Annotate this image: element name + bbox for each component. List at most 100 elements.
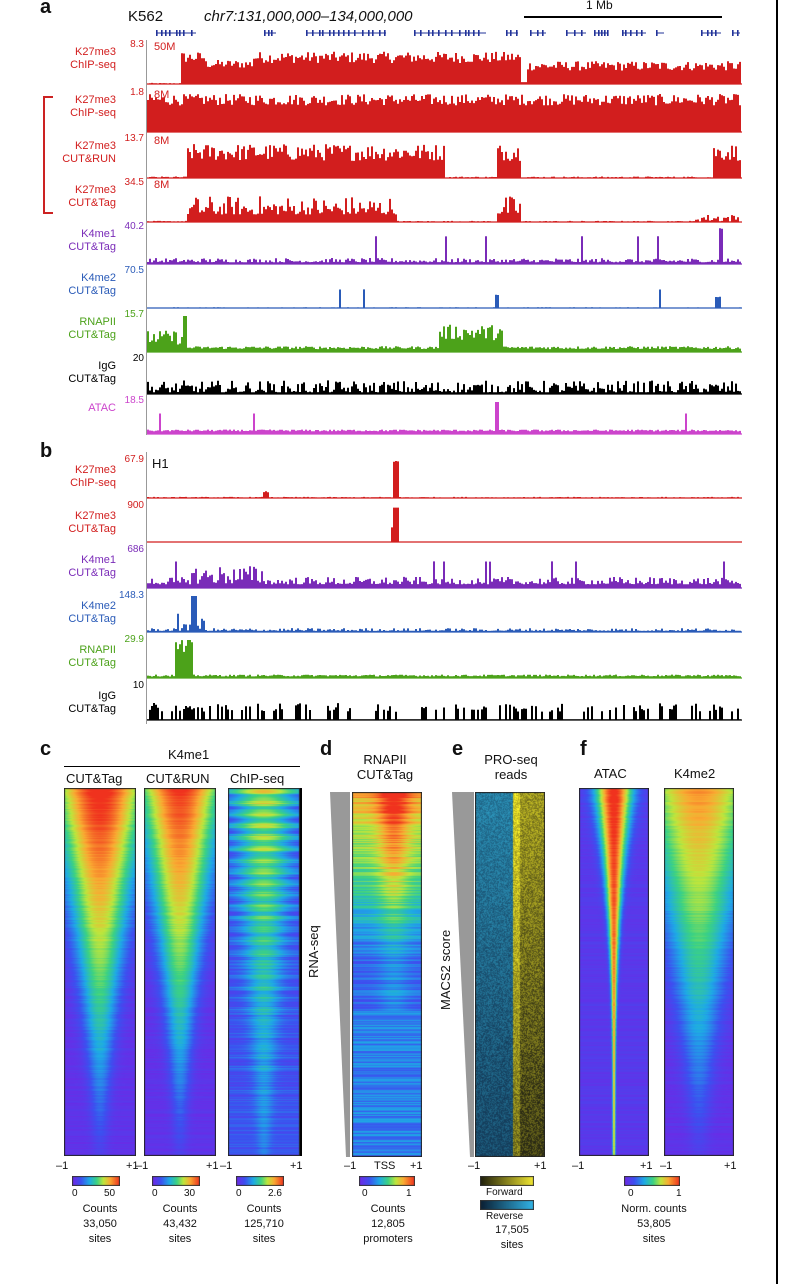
track-max-value: 40.2 [124, 221, 144, 232]
panel-c-heatmap-title: CUT&Tag [66, 771, 123, 786]
signal-track-rnap [146, 316, 742, 353]
counts-label: Counts [82, 1203, 118, 1215]
sites-count: 33,050 [83, 1218, 117, 1230]
exon [737, 30, 739, 36]
track-label-line1: K4me1 [81, 554, 116, 566]
forward-colorbar [480, 1176, 534, 1186]
exon [530, 30, 532, 36]
track-label-line1: K27me3 [75, 46, 116, 58]
colorbar-max: 50 [104, 1188, 116, 1199]
panel-c-axis-right: +1 [126, 1160, 139, 1172]
exon [537, 30, 539, 36]
exon [598, 30, 600, 36]
exon [329, 30, 331, 36]
panel-b-track-label: K27me3 CUT&Tag [4, 510, 116, 536]
exon [161, 30, 163, 36]
exon [312, 30, 314, 36]
panel-c-axis-left: –1 [56, 1160, 69, 1172]
signal-bars [146, 289, 741, 308]
exon [701, 30, 703, 36]
signal-bars [146, 380, 741, 394]
exon [176, 30, 178, 36]
exon [594, 30, 596, 36]
panel-d-sites: 12,805 [371, 1218, 405, 1230]
exon [432, 30, 434, 36]
track-label-line2: CUT&Tag [68, 657, 116, 669]
scalebar-label: 1 Mb [586, 0, 613, 12]
panel-c-axis-right: +1 [290, 1160, 303, 1172]
pro-seq-heatmap [475, 792, 545, 1157]
track-label-line2: ChIP-seq [70, 107, 116, 119]
panel-b-tracks [146, 452, 742, 724]
signal-bars [146, 228, 741, 264]
panel-c-axis-left: –1 [136, 1160, 149, 1172]
track-sequencing-depth: 8M [154, 179, 170, 191]
panel-d-title-line2: CUT&Tag [356, 767, 414, 782]
k4me1-heatmap [144, 788, 216, 1156]
k4me2-heatmap [664, 788, 734, 1156]
panel-f-scale-min: 0 [628, 1188, 634, 1199]
exon [566, 30, 568, 36]
panel-d-sites-label: promoters [363, 1233, 413, 1245]
figure-right-border [776, 0, 778, 1284]
track-label-line1: RNAPII [79, 644, 116, 656]
exon [542, 30, 544, 36]
sites-label: sites [88, 1233, 112, 1245]
exon [420, 30, 422, 36]
panel-f-footer: Norm. counts 53,805 sites [604, 1202, 704, 1247]
signal-bars [146, 316, 741, 352]
exon [707, 30, 709, 36]
track-label-line1: IgG [98, 690, 116, 702]
exon [362, 30, 364, 36]
panel-c-footer: Counts 33,050 sites [58, 1202, 142, 1247]
exon [459, 30, 461, 36]
exon [711, 30, 713, 36]
counts-label: Counts [162, 1203, 198, 1215]
exon [343, 30, 345, 36]
panel-a-genomic-region: chr7:131,000,000–134,000,000 [204, 8, 413, 25]
track-label-line2: CUT&Tag [68, 567, 116, 579]
panel-d-footer: Counts 12,805 promoters [348, 1202, 428, 1247]
signal-track-k27b [146, 94, 742, 133]
panel-e-sites-label: sites [500, 1239, 524, 1251]
exon [604, 30, 606, 36]
panel-a-track-label: K4me2 CUT&Tag [4, 272, 116, 298]
track-max-value: 18.5 [124, 395, 144, 406]
signal-bars [146, 640, 741, 678]
panel-f-sites-label: sites [642, 1233, 666, 1245]
signal-bars [146, 196, 739, 222]
panel-c-colorbar [72, 1176, 120, 1186]
track-sequencing-depth: 8M [154, 89, 170, 101]
track-label-line2: ChIP-seq [70, 477, 116, 489]
colorbar-min: 0 [236, 1188, 242, 1199]
panel-f-counts-label: Norm. counts [621, 1203, 687, 1215]
scalebar [524, 16, 722, 18]
exon [338, 30, 340, 36]
panel-e-sites: 17,505 [495, 1224, 529, 1236]
colorbar-min: 0 [72, 1188, 78, 1199]
k4me1-heatmap [64, 788, 136, 1156]
track-label-line2: CUT&Tag [68, 241, 116, 253]
panel-a-track-label: K27me3 ChIP-seq [4, 46, 116, 72]
panel-e-title-line2: reads [494, 767, 528, 782]
exon [372, 30, 374, 36]
track-label-line1: ATAC [88, 402, 116, 414]
panel-a-track-label: K27me3 ChIP-seq [4, 94, 116, 120]
exon [438, 30, 440, 36]
panel-e-title-line1: PRO-seq [484, 752, 538, 767]
panel-c-colorbar [236, 1176, 284, 1186]
exon [636, 30, 638, 36]
exon [379, 30, 381, 36]
panel-d-axis-left: –1 [344, 1160, 357, 1172]
signal-track-k27c [146, 144, 742, 179]
signal-track-igg [146, 380, 742, 395]
signal-bars [146, 94, 741, 132]
exon [516, 30, 518, 36]
legend-reverse: Reverse [486, 1211, 524, 1222]
signal-track-h1k4me2 [146, 596, 742, 633]
exon [732, 30, 734, 36]
rna-seq-rank-wedge [330, 792, 350, 1157]
exon [271, 30, 273, 36]
track-label-line2: CUT&Tag [68, 285, 116, 297]
exon [506, 30, 508, 36]
